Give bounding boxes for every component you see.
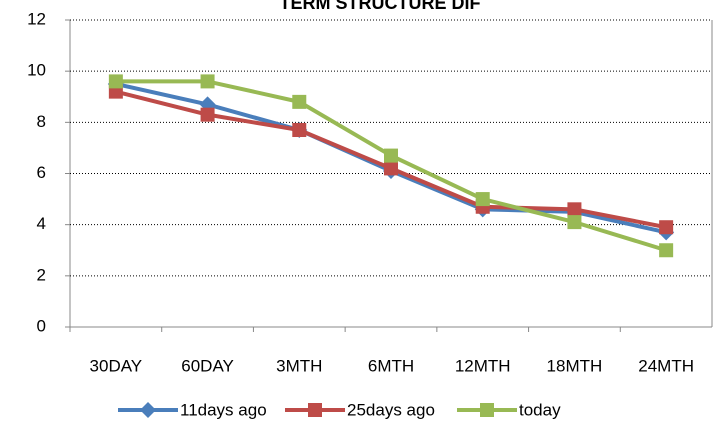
data-point [292,94,307,109]
legend-marker [480,403,494,417]
legend-marker [308,403,322,417]
y-tick-label: 2 [37,265,46,284]
legend-label: today [519,400,561,419]
x-tick-label: 12MTH [455,356,511,375]
x-tick-label: 18MTH [547,356,603,375]
data-point [475,192,490,207]
x-tick-label: 60DAY [181,356,234,375]
data-point [659,220,674,235]
legend-label: 25days ago [347,400,435,419]
y-tick-label: 10 [27,61,46,80]
data-point [384,161,398,176]
data-point [659,243,674,258]
chart-title: TERM STRUCTURE DIF [280,0,481,13]
x-tick-label: 24MTH [638,356,694,375]
x-tick-label: 30DAY [90,356,143,375]
data-point [292,123,307,138]
y-tick-label: 8 [37,112,46,131]
x-tick-label: 3MTH [276,356,322,375]
y-tick-label: 6 [37,163,46,182]
legend-label: 11days ago [180,400,267,419]
data-point [200,107,215,122]
y-tick-label: 0 [37,316,46,335]
y-tick-label: 12 [27,9,46,28]
x-tick-label: 6MTH [368,356,414,375]
legend-marker [140,402,156,418]
data-point [384,148,398,163]
y-tick-label: 4 [37,214,46,233]
data-point [567,215,582,230]
data-point [108,74,123,89]
data-point [567,202,582,217]
data-point [200,74,215,89]
